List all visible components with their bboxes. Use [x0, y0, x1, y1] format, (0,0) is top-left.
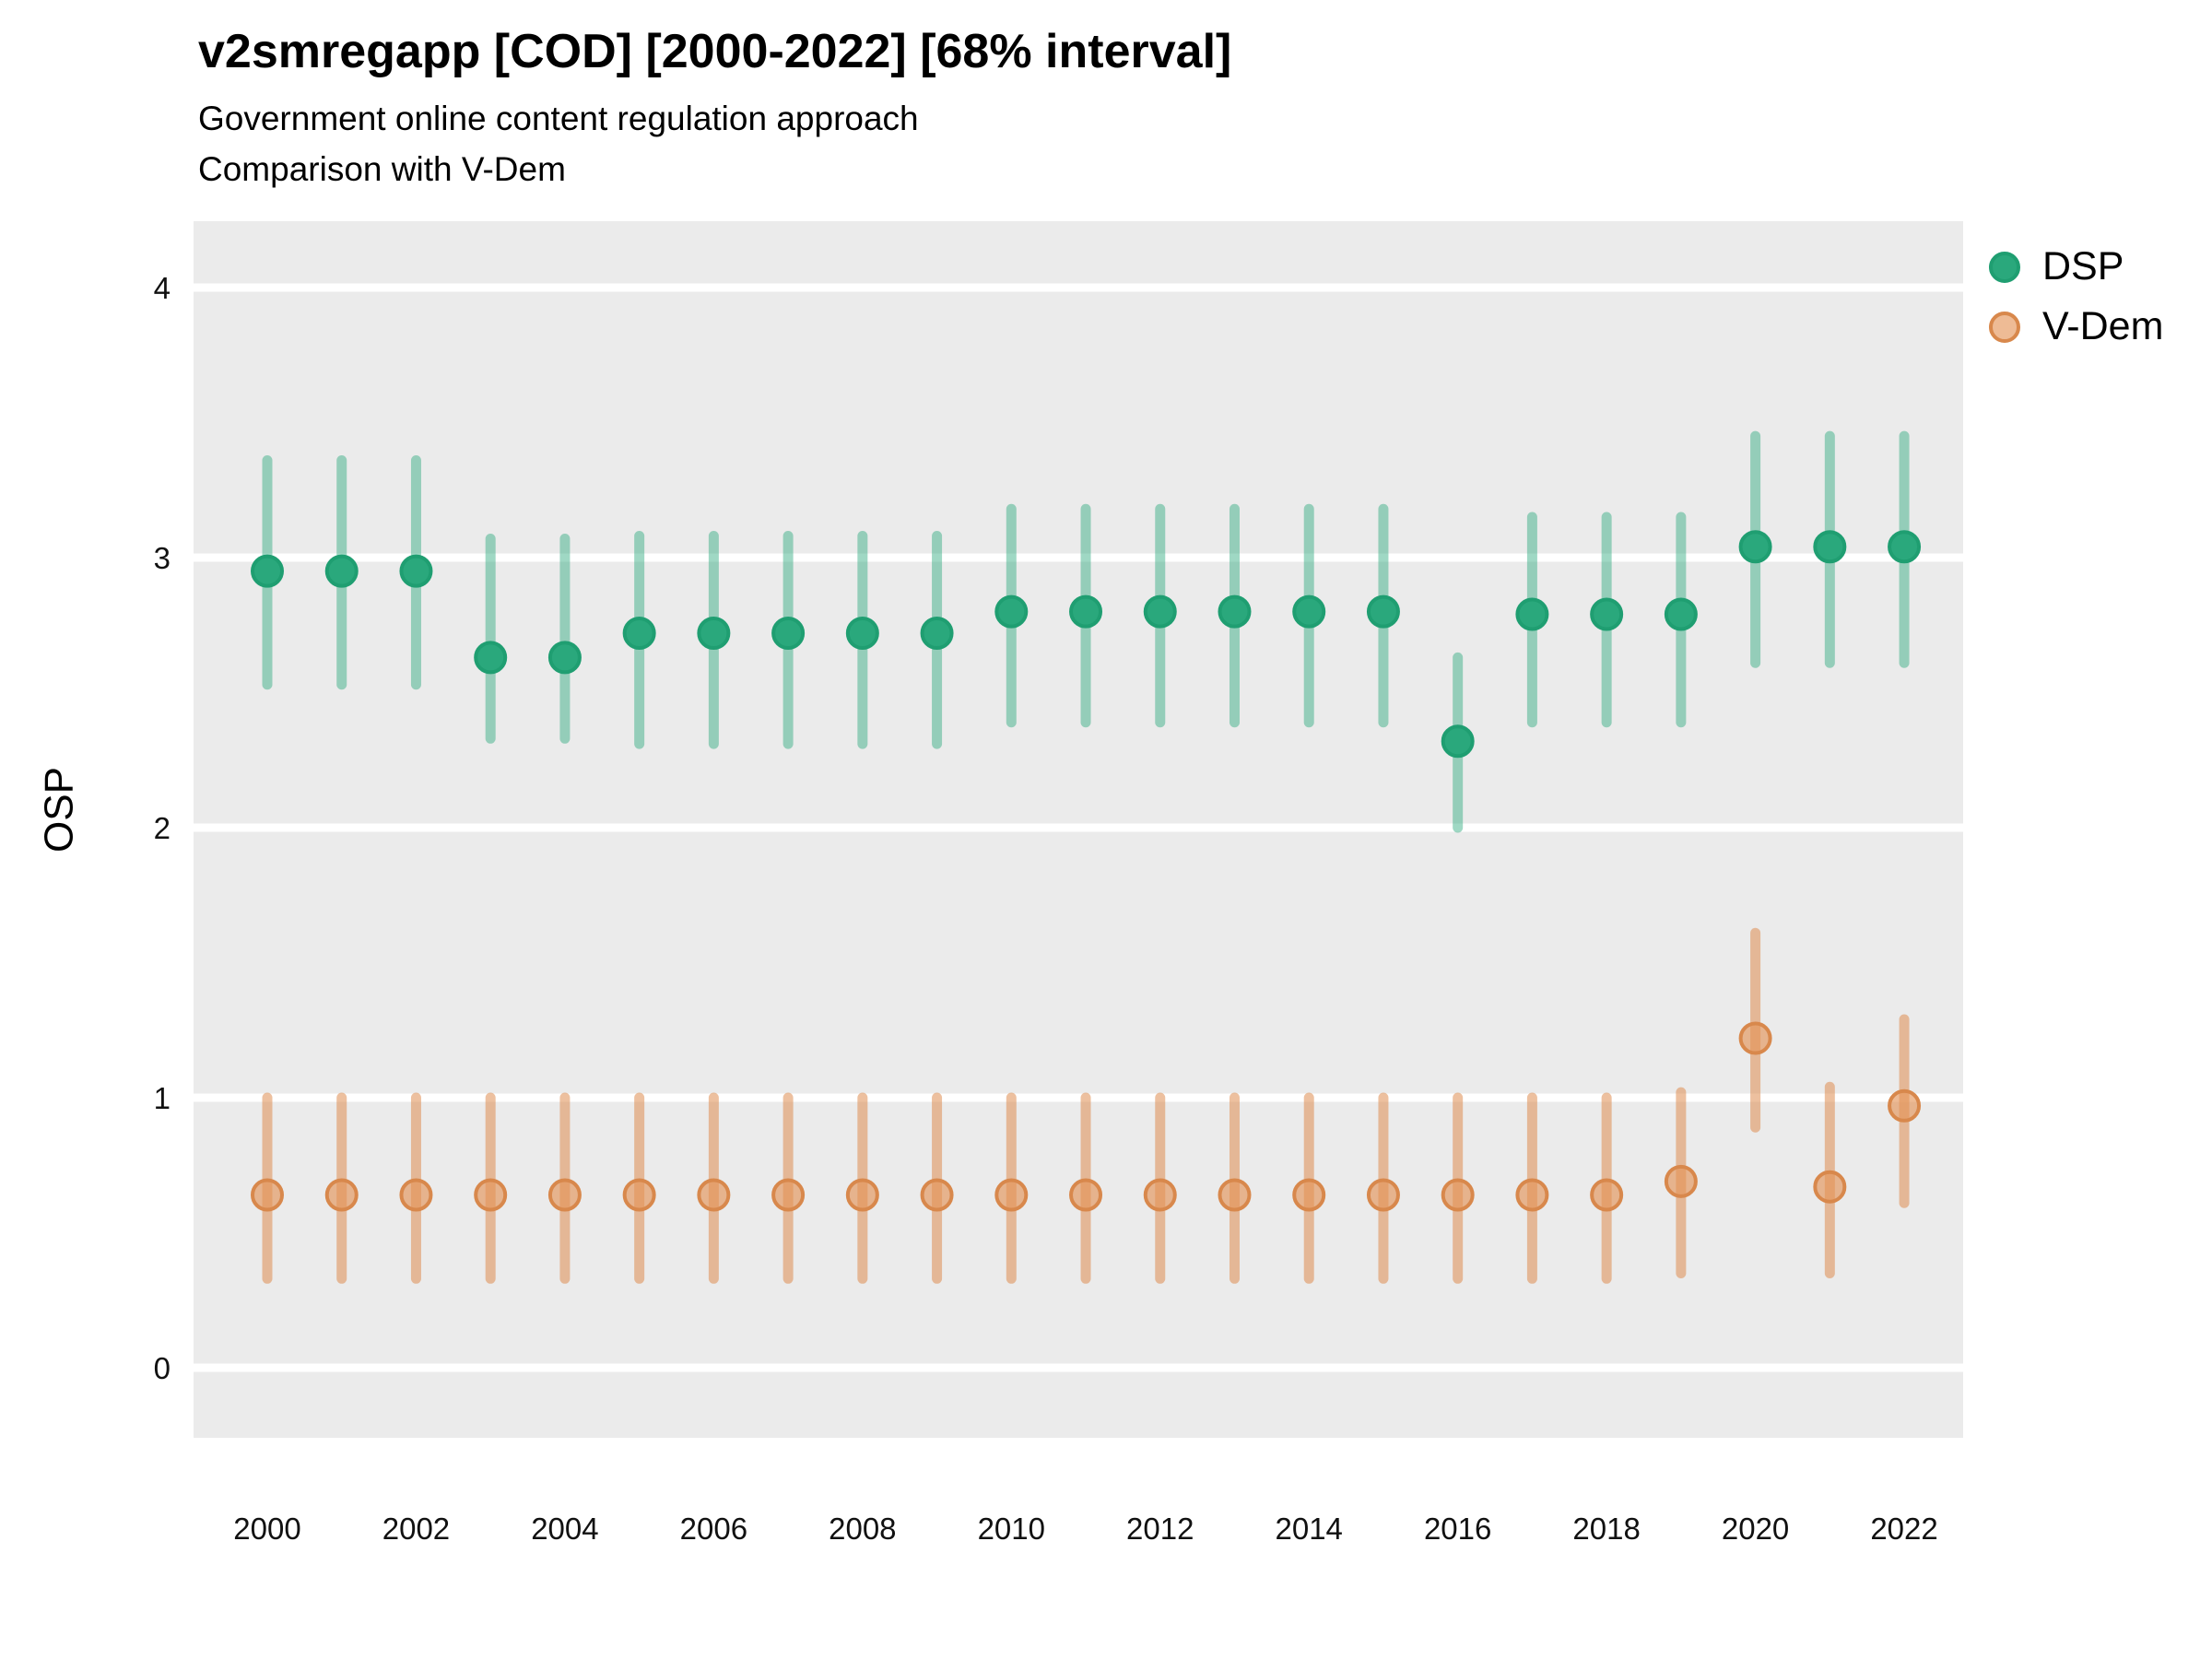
point-dsp-2012 [1143, 594, 1177, 629]
vdem-legend-label: V-Dem [2042, 304, 2164, 348]
dsp-legend-dot-icon [1989, 251, 2020, 283]
gridline-y-2 [194, 823, 1963, 832]
point-v-dem-2011 [1069, 1178, 1103, 1212]
chart-subtitle-line1: Government online content regulation app… [198, 100, 919, 137]
point-v-dem-2003 [474, 1178, 508, 1212]
point-dsp-2020 [1738, 530, 1772, 564]
point-dsp-2000 [251, 554, 284, 588]
point-dsp-2007 [771, 617, 806, 651]
x-tick-label-2002: 2002 [382, 1512, 451, 1546]
point-dsp-2014 [1292, 594, 1326, 629]
gridline-y-1 [194, 1093, 1963, 1102]
point-v-dem-2010 [994, 1178, 1029, 1212]
gridline-y-4 [194, 283, 1963, 292]
point-v-dem-2000 [251, 1178, 284, 1212]
point-dsp-2019 [1664, 597, 1698, 631]
point-v-dem-2007 [771, 1178, 806, 1212]
point-v-dem-2018 [1590, 1178, 1624, 1212]
point-v-dem-2008 [845, 1178, 879, 1212]
point-v-dem-2006 [697, 1178, 731, 1212]
point-dsp-2002 [399, 554, 433, 588]
point-dsp-2022 [1888, 530, 1922, 564]
x-tick-label-2012: 2012 [1126, 1512, 1194, 1546]
point-dsp-2001 [324, 554, 359, 588]
x-tick-label-2014: 2014 [1275, 1512, 1343, 1546]
point-dsp-2008 [845, 617, 879, 651]
y-tick-label-2: 2 [153, 811, 171, 845]
point-v-dem-2021 [1813, 1170, 1847, 1204]
gridline-y-0 [194, 1363, 1963, 1372]
dsp-legend-label: DSP [2042, 244, 2124, 288]
point-v-dem-2004 [547, 1178, 582, 1212]
x-tick-label-2006: 2006 [679, 1512, 748, 1546]
x-tick-label-2004: 2004 [531, 1512, 599, 1546]
point-v-dem-2020 [1738, 1021, 1772, 1055]
point-v-dem-2015 [1366, 1178, 1400, 1212]
legend: DSP V-Dem [1989, 247, 2163, 347]
point-v-dem-2022 [1888, 1088, 1922, 1123]
legend-item-vdem: V-Dem [1989, 307, 2163, 347]
point-dsp-2017 [1515, 597, 1549, 631]
x-tick-label-2008: 2008 [829, 1512, 897, 1546]
x-tick-label-2010: 2010 [977, 1512, 1045, 1546]
y-tick-label-0: 0 [153, 1351, 171, 1385]
point-v-dem-2013 [1218, 1178, 1252, 1212]
point-dsp-2011 [1069, 594, 1103, 629]
point-dsp-2004 [547, 641, 582, 675]
point-dsp-2016 [1441, 724, 1475, 759]
x-tick-label-2020: 2020 [1721, 1512, 1790, 1546]
point-v-dem-2002 [399, 1178, 433, 1212]
y-tick-label-1: 1 [153, 1081, 171, 1115]
point-dsp-2015 [1366, 594, 1400, 629]
point-dsp-2005 [622, 617, 656, 651]
point-v-dem-2001 [324, 1178, 359, 1212]
point-v-dem-2005 [622, 1178, 656, 1212]
point-v-dem-2009 [920, 1178, 954, 1212]
point-dsp-2021 [1813, 530, 1847, 564]
chart-subtitle-line2: Comparison with V-Dem [198, 150, 566, 188]
legend-item-dsp: DSP [1989, 247, 2163, 287]
plot-area [194, 221, 1963, 1438]
point-v-dem-2012 [1143, 1178, 1177, 1212]
point-dsp-2010 [994, 594, 1029, 629]
x-tick-label-2018: 2018 [1572, 1512, 1641, 1546]
point-v-dem-2016 [1441, 1178, 1475, 1212]
point-v-dem-2017 [1515, 1178, 1549, 1212]
point-dsp-2006 [697, 617, 731, 651]
x-tick-label-2016: 2016 [1423, 1512, 1492, 1546]
x-tick-label-2022: 2022 [1870, 1512, 1938, 1546]
y-axis-label: OSP [36, 767, 82, 853]
gridline-y-3 [194, 553, 1963, 562]
x-tick-label-2000: 2000 [233, 1512, 301, 1546]
chart-title: v2smregapp [COD] [2000-2022] [68% interv… [198, 25, 1232, 78]
point-dsp-2009 [920, 617, 954, 651]
point-dsp-2018 [1590, 597, 1624, 631]
point-v-dem-2019 [1664, 1164, 1698, 1198]
y-tick-label-4: 4 [153, 271, 171, 305]
vdem-legend-dot-icon [1989, 311, 2020, 343]
point-v-dem-2014 [1292, 1178, 1326, 1212]
point-dsp-2003 [474, 641, 508, 675]
point-dsp-2013 [1218, 594, 1252, 629]
y-tick-label-3: 3 [153, 541, 171, 575]
